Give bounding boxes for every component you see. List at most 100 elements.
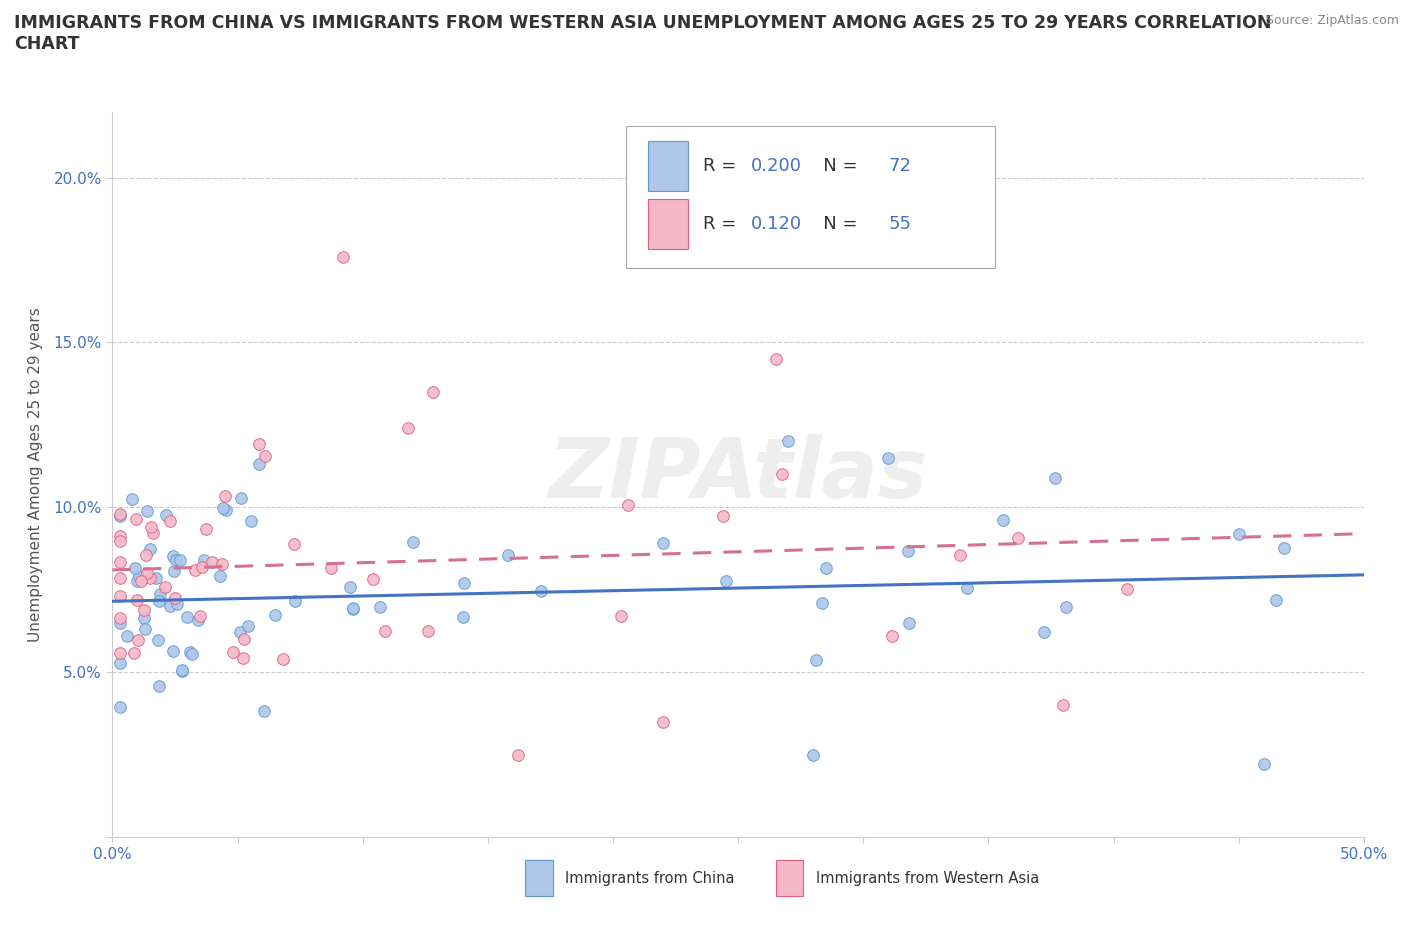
Point [370,600,392,615]
Point [139,570,162,585]
Text: Immigrants from Western Asia: Immigrants from Western Asia [815,870,1039,886]
Point [247,436,270,451]
Point [135,548,157,563]
Point [146,632,169,647]
Point [264,607,287,622]
Point [451,609,474,624]
Point [115,629,138,644]
Text: N =: N = [806,157,863,175]
Text: Source: ZipAtlas.com: Source: ZipAtlas.com [1265,14,1399,27]
Point [214,488,236,503]
Point [811,596,834,611]
Point [148,679,170,694]
Point [149,586,172,601]
Point [814,561,837,576]
Text: Immigrants from China: Immigrants from China [565,870,735,886]
Point [108,528,131,543]
Point [253,704,276,719]
Point [332,249,354,264]
Point [129,573,152,588]
Point [191,560,214,575]
Point [284,593,307,608]
Point [283,537,305,551]
Point [778,434,800,449]
Point [215,502,238,517]
Point [162,644,184,658]
Point [108,571,131,586]
Point [195,521,218,536]
Point [155,579,177,594]
Point [159,513,181,528]
Point [228,625,250,640]
Text: 55: 55 [889,215,911,233]
Point [496,548,519,563]
Point [363,571,385,586]
Text: ZIPAtlas: ZIPAtlas [548,433,928,515]
Point [135,566,157,581]
Point [108,610,131,625]
Point [108,699,131,714]
Point [991,512,1014,527]
Point [132,603,155,618]
Point [956,580,979,595]
Text: 72: 72 [889,157,911,175]
Point [170,662,193,677]
Point [132,611,155,626]
Point [193,553,215,568]
Point [208,568,231,583]
Point [201,554,224,569]
Point [416,624,439,639]
Point [184,563,207,578]
Point [898,616,921,631]
Point [108,589,131,604]
Point [108,533,131,548]
Point [145,571,167,586]
Point [211,557,233,572]
Point [342,601,364,616]
Point [121,491,143,506]
Point [163,591,186,605]
Point [187,612,209,627]
Point [236,618,259,633]
Text: 0.120: 0.120 [751,215,801,233]
Text: IMMIGRANTS FROM CHINA VS IMMIGRANTS FROM WESTERN ASIA UNEMPLOYMENT AMONG AGES 25: IMMIGRANTS FROM CHINA VS IMMIGRANTS FROM… [14,14,1271,53]
Point [155,508,177,523]
Point [222,644,245,659]
Point [711,509,734,524]
Point [342,602,364,617]
Point [127,632,149,647]
Point [163,564,186,578]
Point [949,548,972,563]
Point [108,507,131,522]
Point [125,512,148,526]
Point [139,541,162,556]
Bar [526,860,553,897]
Point [165,552,187,567]
Point [141,520,163,535]
Point [401,535,423,550]
Text: R =: R = [703,157,742,175]
Point [271,652,294,667]
FancyBboxPatch shape [626,126,994,268]
Point [233,631,256,646]
Point [610,608,633,623]
Point [128,568,150,583]
Point [212,500,235,515]
Point [530,583,553,598]
Point [108,645,131,660]
Point [1264,592,1286,607]
Point [1253,757,1275,772]
Point [142,525,165,540]
Point [339,579,361,594]
Point [396,420,419,435]
Point [159,599,181,614]
Point [422,384,444,399]
Point [897,543,920,558]
Point [124,561,146,576]
Point [122,645,145,660]
Point [179,645,201,660]
Point [1007,530,1029,545]
Point [125,574,148,589]
Point [108,509,131,524]
Point [801,747,824,762]
